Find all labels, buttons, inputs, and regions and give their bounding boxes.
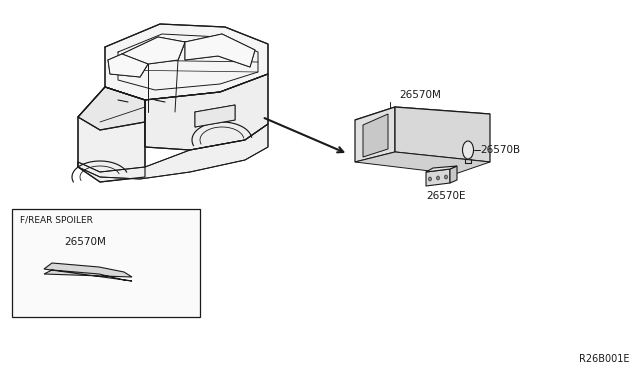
Ellipse shape xyxy=(463,141,474,159)
Text: 26570M: 26570M xyxy=(399,90,441,100)
Polygon shape xyxy=(78,87,145,182)
Polygon shape xyxy=(363,114,388,157)
Polygon shape xyxy=(108,54,148,77)
Ellipse shape xyxy=(429,177,431,181)
Polygon shape xyxy=(78,124,268,179)
Polygon shape xyxy=(145,74,268,150)
Polygon shape xyxy=(78,87,145,130)
Text: F/REAR SPOILER: F/REAR SPOILER xyxy=(20,215,93,224)
Text: R26B001E: R26B001E xyxy=(579,354,630,364)
Polygon shape xyxy=(426,169,450,186)
Polygon shape xyxy=(355,107,395,162)
Polygon shape xyxy=(105,24,268,100)
Polygon shape xyxy=(426,166,457,172)
Text: 26570B: 26570B xyxy=(480,145,520,155)
Text: 26570M: 26570M xyxy=(64,237,106,247)
Polygon shape xyxy=(355,107,490,127)
Bar xyxy=(12,209,200,317)
Polygon shape xyxy=(355,152,490,174)
Text: 26570E: 26570E xyxy=(426,191,465,201)
Ellipse shape xyxy=(436,176,440,180)
Polygon shape xyxy=(395,107,490,162)
Polygon shape xyxy=(122,37,185,64)
Polygon shape xyxy=(44,263,132,281)
Polygon shape xyxy=(185,34,255,67)
Polygon shape xyxy=(195,105,235,127)
Polygon shape xyxy=(450,166,457,183)
Ellipse shape xyxy=(445,175,447,179)
